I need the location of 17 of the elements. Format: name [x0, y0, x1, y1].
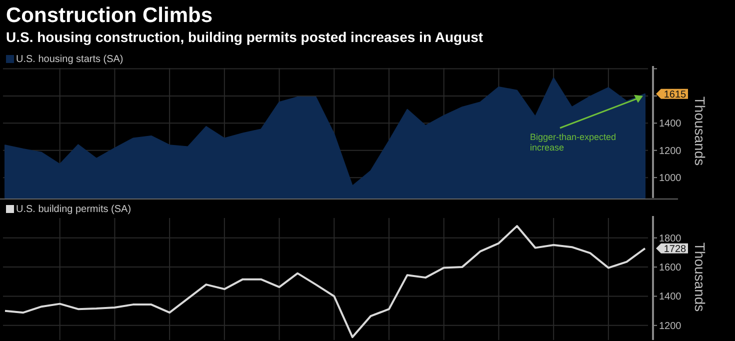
y-tick-label: 1400 [659, 118, 682, 130]
chart-title: Construction Climbs [6, 4, 213, 27]
data-label: 1728 [664, 244, 687, 255]
y-axis-title: Thousands [692, 242, 708, 312]
chart-subtitle: U.S. housing construction, building permits posted increases in August [6, 29, 484, 45]
y-tick-label: 1000 [659, 173, 682, 184]
y-tick-label: 1200 [659, 320, 682, 332]
y-tick-label: 1200 [659, 146, 682, 157]
y-tick-label: 1600 [659, 262, 682, 274]
annotation: Bigger-than-expected increase [530, 132, 616, 152]
y-tick-label: 1800 [659, 233, 682, 244]
legend-label: U.S. building permits (SA) [16, 204, 132, 215]
y-axis-title: Thousands [692, 96, 708, 166]
line-series [4, 225, 646, 338]
y-tick-label: 1400 [659, 292, 682, 303]
data-label: 1615 [664, 89, 687, 100]
legend-label: U.S. housing starts (SA) [16, 54, 124, 65]
